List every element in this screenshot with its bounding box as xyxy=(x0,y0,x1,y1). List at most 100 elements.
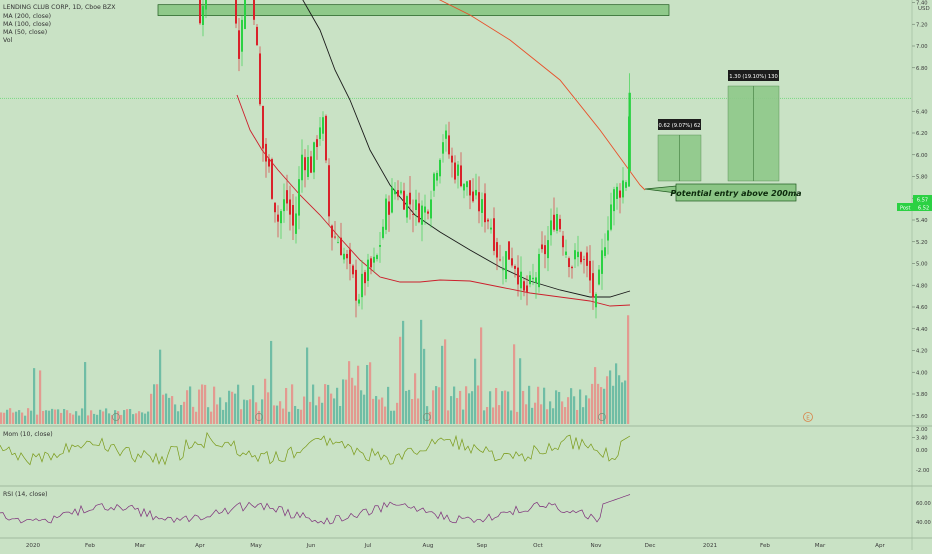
candle-body[interactable] xyxy=(289,199,291,215)
event-markers[interactable]: E xyxy=(112,412,813,422)
candle-body[interactable] xyxy=(265,143,267,162)
candle-body[interactable] xyxy=(610,204,612,230)
candle-body[interactable] xyxy=(604,247,606,256)
candle-body[interactable] xyxy=(439,159,441,177)
candle-body[interactable] xyxy=(595,293,597,308)
candle-body[interactable] xyxy=(532,277,534,280)
candle-body[interactable] xyxy=(277,214,279,222)
candle-body[interactable] xyxy=(619,190,621,198)
candle-body[interactable] xyxy=(589,260,591,281)
candle-body[interactable] xyxy=(373,256,375,263)
candle-body[interactable] xyxy=(259,53,261,105)
candle-body[interactable] xyxy=(292,205,294,226)
candle-body[interactable] xyxy=(529,275,531,285)
candle-body[interactable] xyxy=(358,299,360,304)
candle-body[interactable] xyxy=(460,165,462,187)
candle-body[interactable] xyxy=(238,30,240,59)
candle-body[interactable] xyxy=(412,214,414,215)
candle-body[interactable] xyxy=(508,241,510,260)
candle-body[interactable] xyxy=(352,265,354,275)
candle-body[interactable] xyxy=(301,154,303,181)
candle-body[interactable] xyxy=(388,201,390,215)
candle-body[interactable] xyxy=(349,249,351,264)
earnings-marker[interactable] xyxy=(803,412,813,422)
candle-body[interactable] xyxy=(451,155,453,163)
candle-body[interactable] xyxy=(199,0,201,24)
candle-body[interactable] xyxy=(538,253,540,288)
candle-body[interactable] xyxy=(469,180,471,196)
candle-body[interactable] xyxy=(397,190,399,197)
candle-body[interactable] xyxy=(403,190,405,210)
candle-body[interactable] xyxy=(337,242,339,243)
candle-body[interactable] xyxy=(430,199,432,219)
candle-body[interactable] xyxy=(445,130,447,139)
candle-body[interactable] xyxy=(370,258,372,268)
candle-body[interactable] xyxy=(463,183,465,191)
candle-body[interactable] xyxy=(406,196,408,218)
candle-body[interactable] xyxy=(340,237,342,256)
candle-body[interactable] xyxy=(571,266,573,269)
candle-body[interactable] xyxy=(613,189,615,212)
candle-body[interactable] xyxy=(580,252,582,263)
candle-body[interactable] xyxy=(592,273,594,298)
candle-body[interactable] xyxy=(499,259,501,261)
candle-body[interactable] xyxy=(565,251,567,255)
candle-body[interactable] xyxy=(454,162,456,180)
candle-body[interactable] xyxy=(379,245,381,247)
candle-body[interactable] xyxy=(550,220,552,236)
callout-box[interactable] xyxy=(675,183,797,202)
candle-body[interactable] xyxy=(427,211,429,214)
candle-body[interactable] xyxy=(490,227,492,230)
candle-body[interactable] xyxy=(466,181,468,188)
candle-body[interactable] xyxy=(436,172,438,181)
candle-body[interactable] xyxy=(364,272,366,284)
candle-body[interactable] xyxy=(496,242,498,258)
candle-body[interactable] xyxy=(385,198,387,230)
candle-body[interactable] xyxy=(295,213,297,234)
candle-body[interactable] xyxy=(547,240,549,259)
candle-body[interactable] xyxy=(415,199,417,210)
candle-body[interactable] xyxy=(202,6,204,25)
candle-body[interactable] xyxy=(484,193,486,223)
candle-body[interactable] xyxy=(559,218,561,230)
candle-body[interactable] xyxy=(577,251,579,258)
candle-body[interactable] xyxy=(586,252,588,266)
candle-body[interactable] xyxy=(361,273,363,298)
candle-body[interactable] xyxy=(517,267,519,285)
dividend-marker[interactable] xyxy=(112,413,120,421)
candle-body[interactable] xyxy=(271,159,273,199)
candle-body[interactable] xyxy=(583,259,585,260)
candle-body[interactable] xyxy=(331,225,333,238)
candle-body[interactable] xyxy=(616,186,618,199)
candle-body[interactable] xyxy=(574,250,576,260)
candle-body[interactable] xyxy=(556,214,558,231)
candle-body[interactable] xyxy=(421,205,423,225)
candle-body[interactable] xyxy=(274,202,276,213)
candle-body[interactable] xyxy=(346,253,348,259)
candle-body[interactable] xyxy=(268,158,270,167)
candle-body[interactable] xyxy=(328,165,330,217)
candle-body[interactable] xyxy=(394,190,396,195)
candle-body[interactable] xyxy=(625,182,627,188)
candle-body[interactable] xyxy=(307,156,309,177)
candle-body[interactable] xyxy=(319,127,321,140)
candle-body[interactable] xyxy=(304,157,306,171)
candle-body[interactable] xyxy=(481,199,483,213)
candle-body[interactable] xyxy=(607,230,609,241)
candle-body[interactable] xyxy=(433,173,435,191)
candle-body[interactable] xyxy=(520,271,522,289)
candlesticks[interactable] xyxy=(160,0,631,319)
candle-body[interactable] xyxy=(286,190,288,204)
entry-callout[interactable]: Potential entry above 200ma xyxy=(644,183,802,202)
candle-body[interactable] xyxy=(598,269,600,285)
candle-body[interactable] xyxy=(493,218,495,251)
candle-body[interactable] xyxy=(253,0,255,20)
candle-body[interactable] xyxy=(409,192,411,205)
candle-body[interactable] xyxy=(514,265,516,269)
candle-body[interactable] xyxy=(343,253,345,260)
candle-body[interactable] xyxy=(322,117,324,134)
candle-body[interactable] xyxy=(541,244,543,250)
candle-body[interactable] xyxy=(355,269,357,301)
